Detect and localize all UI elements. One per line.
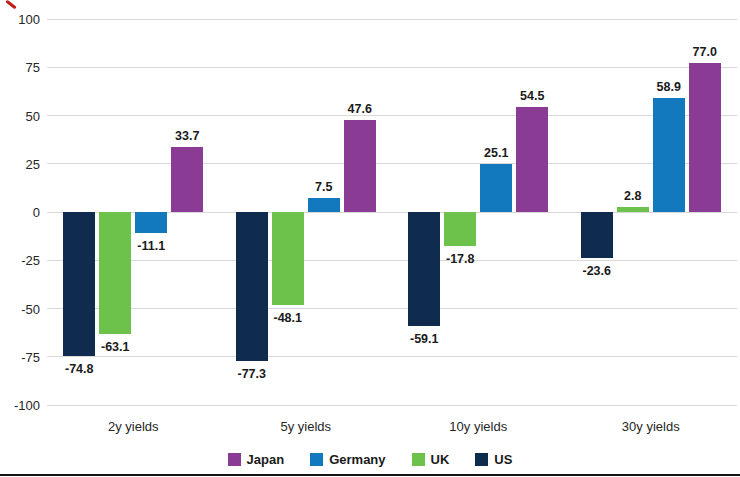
gridline [47, 260, 737, 261]
category-label: 30y yields [622, 420, 680, 433]
bottom-rule [0, 474, 740, 476]
bar-value-label: 54.5 [520, 90, 544, 103]
bar-germany-10y-yields [480, 164, 512, 212]
bar-us-30y-yields [581, 212, 613, 258]
bar-germany-2y-yields [135, 212, 167, 233]
bar-value-label: -59.1 [410, 333, 439, 346]
bar-value-label: -17.8 [446, 253, 475, 266]
legend-item-japan: Japan [228, 453, 285, 466]
bar-value-label: 33.7 [175, 130, 199, 143]
bar-japan-2y-yields [171, 147, 203, 212]
y-axis-tick-label: 50 [0, 109, 40, 122]
bar-value-label: 47.6 [348, 103, 372, 116]
bar-uk-5y-yields [272, 212, 304, 305]
bar-value-label: 25.1 [484, 147, 508, 160]
gridline [47, 19, 737, 20]
bar-chart: 100 75 50 25 0 -25 -50 -75 -100 -74.8 -63.1 -11.1 33… [0, 0, 740, 477]
bar-uk-2y-yields [99, 212, 131, 334]
red-pen-mark [5, 0, 16, 9]
legend-item-germany: Germany [310, 453, 385, 466]
gridline [47, 115, 737, 116]
legend-item-us: US [475, 453, 512, 466]
y-axis-tick-label: 25 [0, 157, 40, 170]
bar-us-10y-yields [408, 212, 440, 326]
y-axis-tick-label: -50 [0, 302, 40, 315]
category-label: 5y yields [280, 420, 331, 433]
bar-uk-30y-yields [617, 207, 649, 212]
bar-germany-5y-yields [308, 198, 340, 212]
y-axis-tick-label: -100 [0, 399, 40, 412]
germany-swatch [310, 453, 323, 466]
gridline [47, 356, 737, 357]
uk-swatch [412, 453, 425, 466]
legend-label-us: US [494, 453, 512, 466]
gridline [47, 405, 737, 406]
bar-germany-30y-yields [653, 98, 685, 212]
bar-value-label: 7.5 [315, 181, 332, 194]
bar-value-label: 77.0 [693, 46, 717, 59]
category-label: 2y yields [108, 420, 159, 433]
legend-label-germany: Germany [329, 453, 385, 466]
us-swatch [475, 453, 488, 466]
y-axis-tick-label: -75 [0, 350, 40, 363]
y-axis-tick-label: 100 [0, 13, 40, 26]
gridline [47, 163, 737, 164]
bar-japan-5y-yields [344, 120, 376, 212]
gridline [47, 67, 737, 68]
bar-value-label: -77.3 [238, 368, 267, 381]
bar-value-label: 58.9 [657, 81, 681, 94]
y-axis-tick-label: 0 [0, 206, 40, 219]
bar-value-label: -48.1 [274, 312, 303, 325]
bar-value-label: -11.1 [137, 240, 165, 253]
bar-us-5y-yields [236, 212, 268, 361]
y-axis-tick-label: -25 [0, 254, 40, 267]
bar-value-label: 2.8 [624, 190, 641, 203]
bar-japan-30y-yields [689, 63, 721, 212]
bar-uk-10y-yields [444, 212, 476, 246]
legend-item-uk: UK [412, 453, 450, 466]
gridline [47, 308, 737, 309]
bar-value-label: -23.6 [583, 265, 612, 278]
bar-us-2y-yields [63, 212, 95, 356]
bar-japan-10y-yields [516, 107, 548, 212]
bar-value-label: -63.1 [101, 341, 130, 354]
bar-value-label: -74.8 [65, 363, 94, 376]
category-label: 10y yields [449, 420, 507, 433]
legend-label-japan: Japan [247, 453, 285, 466]
legend: Japan Germany UK US [0, 449, 740, 469]
y-axis-tick-label: 75 [0, 61, 40, 74]
legend-label-uk: UK [431, 453, 450, 466]
japan-swatch [228, 453, 241, 466]
